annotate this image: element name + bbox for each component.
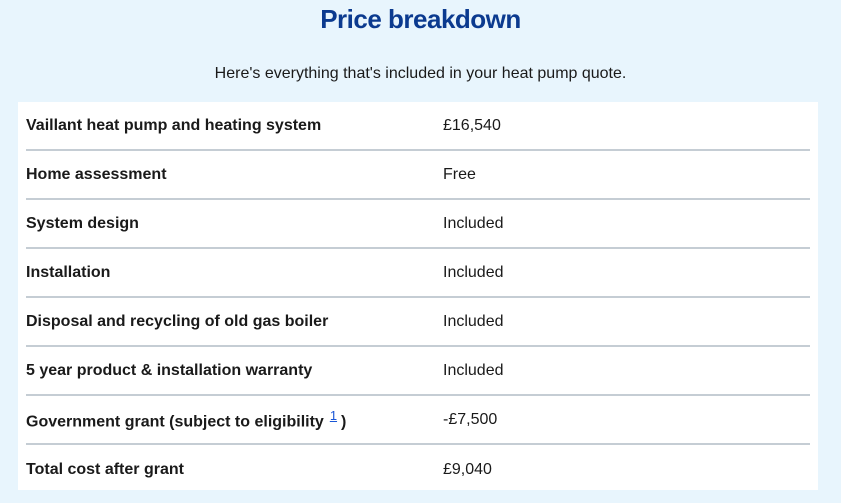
row-value: Included bbox=[443, 312, 504, 330]
row-value: £16,540 bbox=[443, 116, 501, 134]
row-label: System design bbox=[26, 214, 139, 232]
table-row: Home assessment Free bbox=[26, 151, 810, 200]
page-subtitle: Here's everything that's included in you… bbox=[214, 65, 627, 82]
price-breakdown-table: Vaillant heat pump and heating system £16… bbox=[18, 102, 818, 490]
row-value: £9,040 bbox=[443, 460, 492, 478]
table-row-total: Total cost after grant £9,040 bbox=[26, 445, 810, 494]
table-row: System design Included bbox=[26, 200, 810, 249]
grant-label-text: Government grant (subject to eligibility bbox=[26, 413, 324, 431]
row-value: Free bbox=[443, 165, 476, 183]
table-row: Disposal and recycling of old gas boiler… bbox=[26, 298, 810, 347]
grant-label-close: ) bbox=[341, 413, 347, 431]
table-row: Government grant (subject to eligibility… bbox=[26, 396, 810, 445]
row-value: -£7,500 bbox=[443, 410, 498, 428]
row-label: Vaillant heat pump and heating system bbox=[26, 116, 322, 134]
table-row: Installation Included bbox=[26, 249, 810, 298]
row-label: Government grant (subject to eligibility… bbox=[26, 408, 443, 431]
table-row: 5 year product & installation warranty In… bbox=[26, 347, 810, 396]
row-label: 5 year product & installation warranty bbox=[26, 361, 313, 379]
footnote-link[interactable]: 1 bbox=[329, 407, 338, 423]
row-value: Included bbox=[443, 263, 504, 281]
row-label: Home assessment bbox=[26, 165, 167, 183]
row-label: Disposal and recycling of old gas boiler bbox=[26, 312, 329, 330]
table-row: Vaillant heat pump and heating system £16… bbox=[26, 102, 810, 151]
row-label: Total cost after grant bbox=[26, 460, 184, 478]
page-title: Price breakdown bbox=[320, 4, 521, 34]
row-value: Included bbox=[443, 361, 504, 379]
row-value: Included bbox=[443, 214, 504, 232]
row-label: Installation bbox=[26, 263, 111, 281]
